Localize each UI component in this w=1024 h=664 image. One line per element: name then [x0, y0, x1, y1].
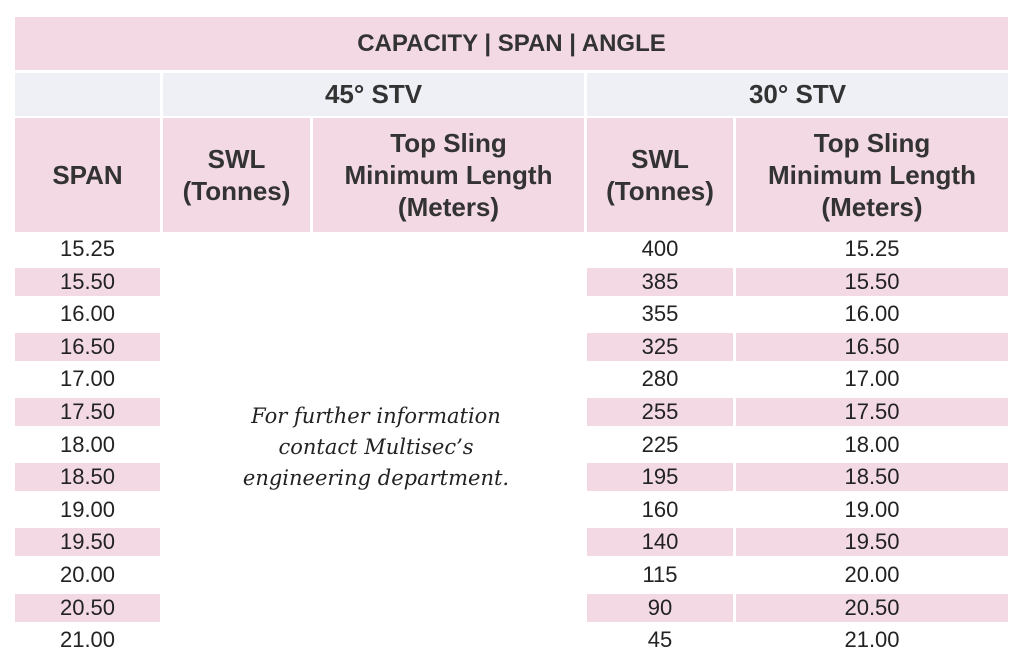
col-header-span-label: SPAN: [52, 160, 123, 190]
cell-sling-30: 15.25: [844, 236, 900, 261]
cell-swl-30: 225: [641, 432, 679, 457]
col-header-sling-45: Top Sling Minimum Length (Meters): [313, 118, 584, 232]
col-header-sling-30-line3: (Meters): [821, 192, 923, 222]
cell-sling-30: 21.00: [844, 627, 900, 652]
group-header-45: 45° STV: [163, 73, 584, 116]
col-header-swl-45-line2: (Tonnes): [182, 176, 291, 206]
cell-sling-30: 20.50: [736, 594, 1008, 622]
col-header-swl-30-line1: SWL: [631, 144, 689, 174]
cell-span: 19.50: [15, 528, 160, 556]
cell-swl-30: 195: [587, 463, 733, 491]
cell-span: 15.50: [15, 268, 160, 296]
cell-swl-30: 255: [587, 398, 733, 426]
cell-span: 18.00: [59, 432, 116, 457]
note-line-3: engineering department.: [242, 466, 510, 490]
cell-swl-30: 160: [641, 497, 679, 522]
cell-sling-30: 18.50: [736, 463, 1008, 491]
cell-span: 17.00: [59, 366, 116, 391]
cell-sling-30: 17.00: [844, 366, 900, 391]
note-line-1: For further information: [251, 404, 501, 428]
cell-span: 15.25: [59, 236, 116, 261]
cell-sling-30: 19.00: [844, 497, 900, 522]
cell-span: 16.50: [15, 333, 160, 361]
cell-swl-30: 355: [641, 301, 679, 326]
cell-sling-30: 19.50: [736, 528, 1008, 556]
col-header-span: SPAN: [15, 118, 160, 232]
table-title-text: CAPACITY | SPAN | ANGLE: [357, 29, 666, 57]
further-info-note: For further information contact Multisec…: [240, 401, 512, 494]
cell-swl-30: 325: [587, 333, 733, 361]
cell-span: 17.50: [15, 398, 160, 426]
group-header-30: 30° STV: [587, 73, 1008, 116]
col-header-sling-45-line3: (Meters): [397, 192, 500, 222]
group-header-45-label: 45° STV: [324, 79, 423, 109]
cell-swl-30: 115: [642, 562, 678, 587]
cell-swl-30: 385: [587, 268, 733, 296]
col-header-sling-45-line1: Top Sling: [390, 128, 507, 158]
cell-span: 20.50: [15, 594, 160, 622]
cell-sling-30: 15.50: [736, 268, 1008, 296]
group-header-30-label: 30° STV: [748, 79, 847, 109]
cell-sling-30: 16.50: [736, 333, 1008, 361]
cell-swl-30: 90: [587, 594, 733, 622]
cell-swl-30: 280: [641, 366, 679, 391]
col-header-sling-30-line1: Top Sling: [813, 128, 931, 158]
col-header-sling-30: Top Sling Minimum Length (Meters): [736, 118, 1008, 232]
cell-span: 19.00: [59, 497, 116, 522]
cell-sling-30: 20.00: [844, 562, 900, 587]
cell-sling-30: 16.00: [844, 301, 900, 326]
note-line-2: contact Multisec’s: [278, 435, 474, 459]
col-header-swl-45: SWL (Tonnes): [163, 118, 310, 232]
cell-span: 18.50: [15, 463, 160, 491]
col-header-sling-45-line2: Minimum Length: [344, 160, 553, 190]
cell-sling-30: 17.50: [736, 398, 1008, 426]
cell-span: 20.00: [59, 562, 116, 587]
cell-span: 16.00: [59, 301, 116, 326]
col-header-swl-30-line2: (Tonnes): [606, 176, 714, 206]
cell-swl-30: 45: [647, 627, 673, 652]
col-header-swl-45-line1: SWL: [207, 144, 266, 174]
col-header-sling-30-line2: Minimum Length: [768, 160, 976, 190]
table-title: CAPACITY | SPAN | ANGLE: [15, 17, 1008, 70]
cell-span: 21.00: [59, 627, 116, 652]
group-header-empty: [15, 73, 160, 116]
cell-sling-30: 18.00: [844, 432, 900, 457]
col-header-swl-30: SWL (Tonnes): [587, 118, 733, 232]
cell-swl-30: 400: [641, 236, 679, 261]
cell-swl-30: 140: [587, 528, 733, 556]
